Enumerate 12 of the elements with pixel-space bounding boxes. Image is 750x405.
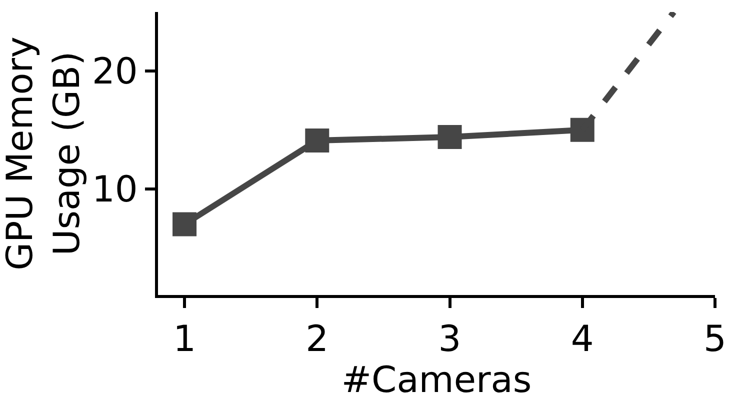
x-tick-label: 5 — [704, 319, 726, 360]
y-axis-title: GPU Memory Usage (GB) — [0, 36, 88, 270]
x-axis-title: #Cameras — [341, 360, 532, 402]
point — [172, 212, 197, 236]
x-tick-label: 4 — [570, 319, 594, 360]
point — [438, 124, 462, 149]
x-tick-label: 1 — [173, 319, 196, 360]
x-tick-label: 2 — [306, 319, 329, 360]
y-tick-label: 10 — [92, 169, 138, 210]
x-tick-label: 3 — [438, 319, 462, 360]
y-tick-label: 20 — [92, 52, 138, 93]
point — [305, 128, 330, 153]
